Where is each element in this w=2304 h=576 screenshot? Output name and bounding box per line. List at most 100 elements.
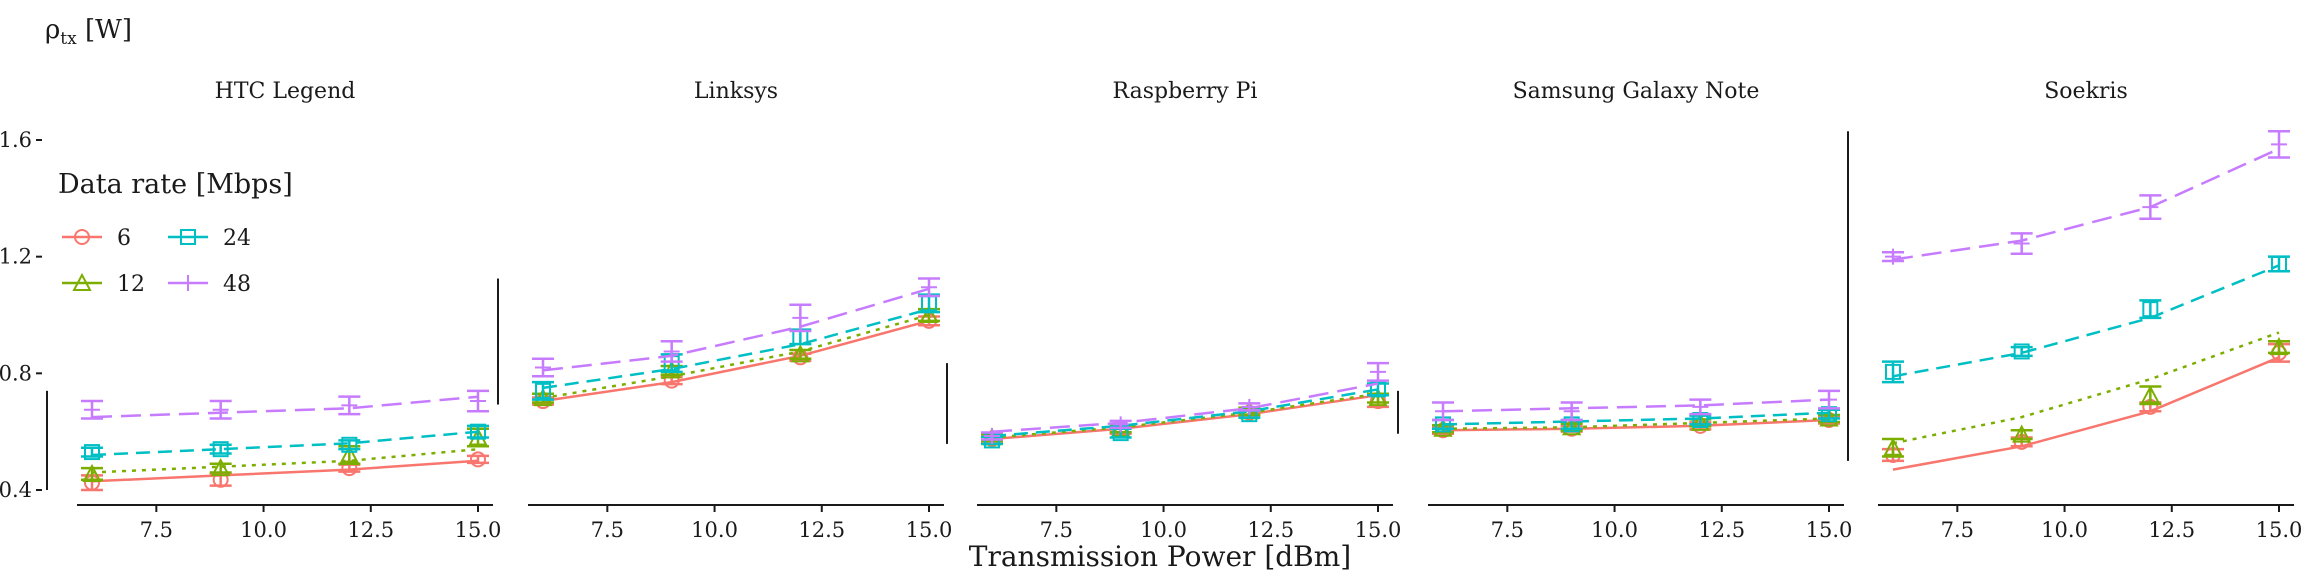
data-point [470, 451, 486, 468]
legend-entry: 6 [62, 226, 131, 251]
series-24 [81, 423, 489, 461]
fit-line [542, 319, 930, 403]
facet-panel: Soekris 7.5 10.0 12.5 15.0 [1847, 79, 2303, 542]
data-point [470, 423, 486, 440]
data-point [2013, 343, 2030, 360]
data-point [2271, 255, 2287, 272]
fit-line [991, 388, 1379, 438]
error-bar [2139, 299, 2162, 320]
x-tick-label: 15.0 [1806, 518, 1853, 542]
legend-label: 24 [223, 226, 251, 251]
data-point [1435, 403, 1451, 420]
x-tick-label: 7.5 [1491, 518, 1524, 542]
x-tick-label: 12.5 [2148, 518, 2195, 542]
y-tick-label: 0.8 [0, 361, 32, 385]
data-point [1563, 403, 1580, 420]
x-tick-label: 12.5 [347, 518, 394, 542]
series-24 [1882, 255, 2290, 384]
data-point [1690, 412, 1711, 431]
y-tick-label: 0.4 [0, 478, 32, 502]
data-point [84, 401, 100, 418]
error-bar [467, 454, 489, 465]
legend-title: Data rate [Mbps] [58, 169, 293, 200]
data-point [1692, 398, 1709, 415]
fit-line [1892, 147, 2280, 261]
data-point [919, 304, 939, 323]
data-point [1885, 248, 1901, 265]
y-axis-label-main: ρ [45, 15, 60, 45]
facet-title: HTC Legend [215, 79, 356, 104]
legend: Data rate [Mbps] 6 12 24 48 [58, 169, 293, 297]
fit-line [91, 447, 479, 474]
x-tick-label: 7.5 [1040, 518, 1073, 542]
facet-title: Raspberry Pi [1113, 79, 1258, 104]
legend-key-marker [180, 275, 196, 291]
data-point [1370, 381, 1386, 398]
data-point [2011, 424, 2032, 443]
fit-line [542, 313, 930, 400]
fit-line [91, 459, 479, 483]
data-point [2142, 301, 2159, 318]
y-tick-label: 1.2 [0, 245, 32, 269]
data-point [341, 436, 358, 453]
fit-line [991, 393, 1379, 441]
facet-title: Linksys [694, 79, 778, 104]
series-48 [1882, 130, 2290, 265]
fit-line [991, 392, 1379, 439]
data-point [212, 441, 229, 458]
data-point [2142, 199, 2159, 216]
data-point [1883, 437, 1903, 456]
series-48 [532, 277, 940, 378]
data-point [1368, 388, 1388, 407]
x-tick-label: 15.0 [455, 518, 502, 542]
series-6 [81, 451, 489, 492]
data-point [1821, 391, 1837, 408]
facet-panel: Raspberry Pi 7.5 10.0 12.5 15.0 [946, 79, 1401, 542]
error-bar [532, 380, 554, 401]
legend-label: 12 [117, 272, 145, 297]
fit-line [91, 430, 479, 457]
x-tick-label: 10.0 [1140, 518, 1187, 542]
data-point [2013, 235, 2030, 252]
data-point [2269, 336, 2289, 356]
x-tick-label: 15.0 [2256, 518, 2303, 542]
data-point [535, 382, 551, 399]
data-point [790, 344, 810, 363]
series-12 [1882, 331, 2290, 458]
x-tick-label: 12.5 [798, 518, 845, 542]
legend-label: 6 [117, 226, 131, 251]
x-tick-label: 7.5 [1941, 518, 1974, 542]
facet-panel: HTC Legend 7.5 10.0 12.5 15.0 [46, 79, 502, 542]
y-axis-label-sub: tx [60, 29, 77, 49]
data-point [211, 458, 231, 477]
series-24 [532, 293, 940, 401]
data-point [339, 444, 360, 463]
data-point [1112, 416, 1129, 433]
legend-key-marker [72, 272, 92, 291]
x-tick-label: 10.0 [691, 518, 738, 542]
data-point [2140, 385, 2160, 404]
data-point [792, 309, 809, 326]
legend-entry: 48 [168, 272, 251, 297]
data-point [470, 393, 486, 410]
legend-entry: 12 [62, 272, 145, 297]
data-point [1241, 398, 1258, 415]
facet-title: Samsung Galaxy Note [1513, 79, 1760, 104]
fit-line [991, 382, 1379, 433]
series-48 [81, 389, 489, 420]
data-point [535, 359, 551, 376]
x-tick-label: 12.5 [1698, 518, 1745, 542]
x-tick-label: 7.5 [591, 518, 624, 542]
fit-line [542, 287, 930, 372]
error-bar [81, 466, 103, 482]
fit-line [542, 307, 930, 390]
fit-line [1892, 264, 2280, 378]
x-tick-label: 12.5 [1247, 518, 1294, 542]
legend-key-marker [180, 229, 196, 245]
series-48 [981, 361, 1389, 445]
x-tick-label: 10.0 [240, 518, 287, 542]
data-point [1370, 363, 1386, 380]
data-point [1885, 363, 1901, 380]
